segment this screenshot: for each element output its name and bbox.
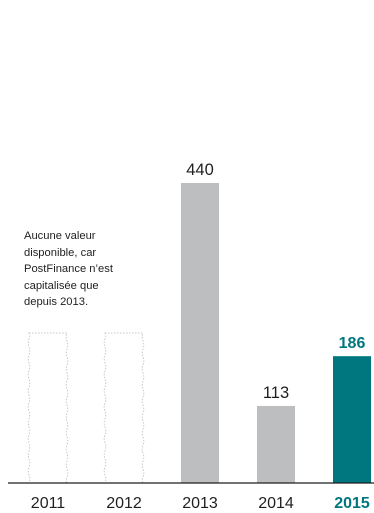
bar-placeholder-2011 bbox=[27, 332, 69, 484]
bar-placeholder-2012 bbox=[103, 332, 145, 484]
x-tick-label-2011: 2011 bbox=[31, 495, 66, 512]
data-label-2015: 186 bbox=[339, 335, 366, 352]
data-label-2013: 440 bbox=[186, 161, 214, 179]
bar-2015 bbox=[333, 356, 371, 483]
bar-2013 bbox=[181, 183, 219, 483]
x-tick-label-2013: 2013 bbox=[182, 495, 218, 512]
data-label-2014: 113 bbox=[263, 384, 289, 402]
x-tick-label-2014: 2014 bbox=[258, 495, 294, 512]
x-tick-label-2015: 2015 bbox=[334, 495, 370, 512]
bar-2014 bbox=[257, 405, 295, 483]
chart-annotation: Aucune valeur disponible, car PostFinanc… bbox=[24, 230, 113, 309]
x-tick-label-2012: 2012 bbox=[106, 495, 142, 512]
